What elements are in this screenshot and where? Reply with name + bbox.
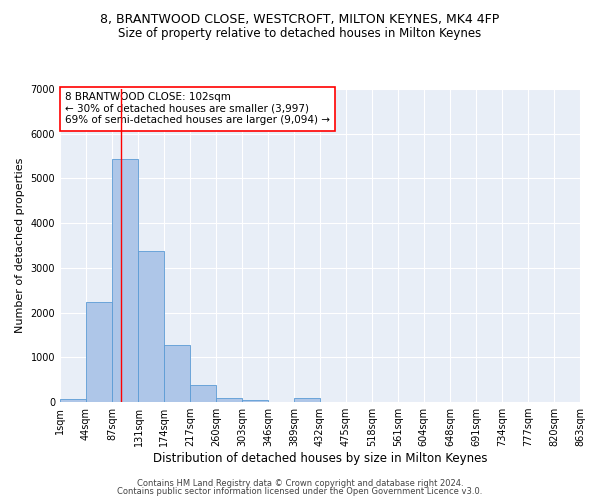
Bar [242, 400, 268, 402]
Y-axis label: Number of detached properties: Number of detached properties [15, 158, 25, 333]
Bar [60, 398, 86, 402]
Bar [139, 251, 164, 402]
Bar [190, 384, 216, 402]
Bar [164, 345, 190, 402]
Text: Contains HM Land Registry data © Crown copyright and database right 2024.: Contains HM Land Registry data © Crown c… [137, 478, 463, 488]
X-axis label: Distribution of detached houses by size in Milton Keynes: Distribution of detached houses by size … [153, 452, 487, 465]
Bar [216, 398, 242, 402]
Bar [294, 398, 320, 402]
Text: Size of property relative to detached houses in Milton Keynes: Size of property relative to detached ho… [118, 28, 482, 40]
Bar [86, 302, 112, 402]
Text: 8, BRANTWOOD CLOSE, WESTCROFT, MILTON KEYNES, MK4 4FP: 8, BRANTWOOD CLOSE, WESTCROFT, MILTON KE… [100, 12, 500, 26]
Text: 8 BRANTWOOD CLOSE: 102sqm
← 30% of detached houses are smaller (3,997)
69% of se: 8 BRANTWOOD CLOSE: 102sqm ← 30% of detac… [65, 92, 330, 126]
Bar [112, 159, 139, 402]
Text: Contains public sector information licensed under the Open Government Licence v3: Contains public sector information licen… [118, 487, 482, 496]
